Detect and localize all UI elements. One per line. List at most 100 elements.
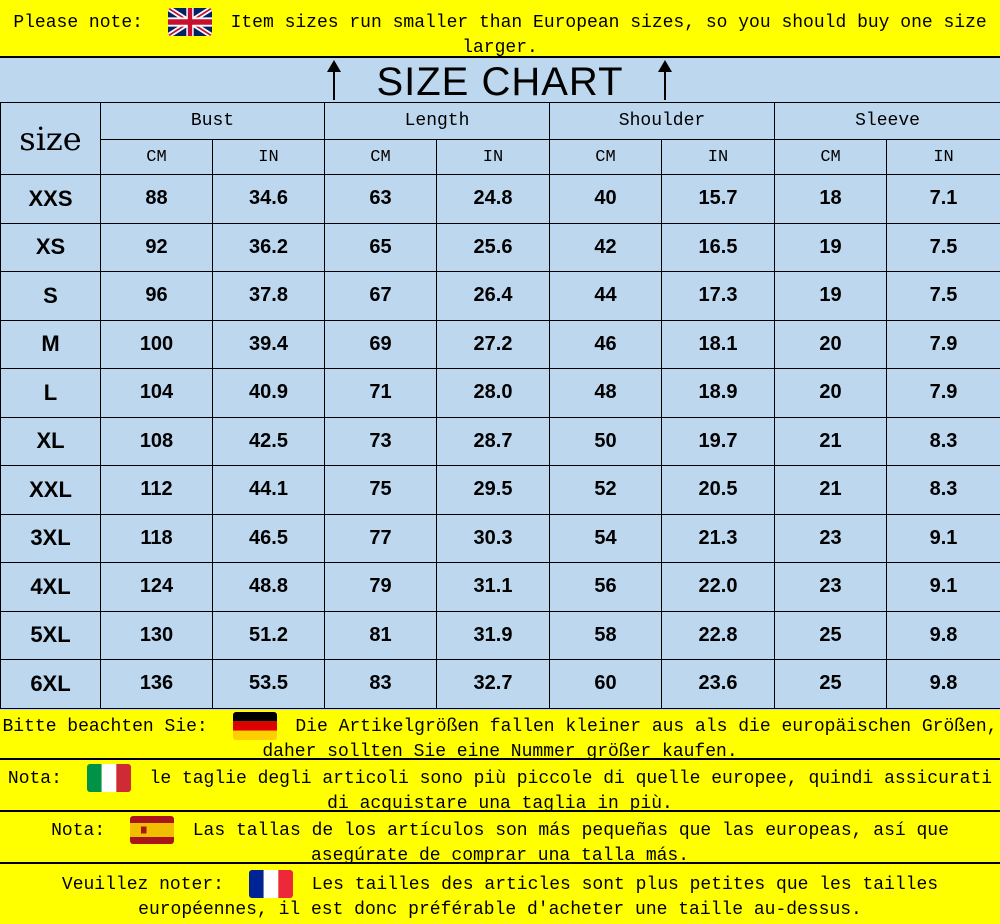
table-row: S 96 37.8 67 26.4 44 17.3 19 7.5: [0, 271, 1000, 321]
note-italian: Nota: le taglie degli articoli sono più …: [0, 760, 1000, 814]
measurement-cell: 56: [549, 562, 662, 612]
measurement-cell: 81: [324, 610, 437, 660]
measurement-cell: 46: [549, 319, 662, 369]
measurement-cell: 16.5: [660, 222, 776, 272]
table-row: XS 92 36.2 65 25.6 42 16.5 19 7.5: [0, 222, 1000, 272]
measurement-cell: 73: [324, 416, 437, 466]
measurement-cell: 75: [324, 465, 437, 515]
germany-flag-icon: [232, 712, 277, 740]
measurement-cell: 40: [549, 174, 662, 224]
measurement-cell: 22.8: [660, 610, 776, 660]
arrow-up-icon: [327, 60, 341, 100]
note-label: Please note:: [13, 12, 143, 33]
measurement-cell: 27.2: [436, 319, 550, 369]
note-label: Veuillez noter:: [61, 874, 224, 895]
size-label: XXS: [0, 174, 101, 224]
measurement-cell: 29.5: [436, 465, 550, 515]
measurement-cell: 67: [324, 271, 437, 321]
note-spanish: Nota: Las tallas de los artículos son má…: [0, 812, 1000, 866]
unit-header: IN: [436, 139, 550, 175]
measurement-cell: 44: [549, 271, 662, 321]
measurement-cell: 18: [774, 174, 888, 224]
measurement-cell: 42: [549, 222, 662, 272]
measurement-cell: 25: [774, 610, 888, 660]
measurement-cell: 20: [774, 368, 888, 418]
measurement-cell: 77: [324, 513, 437, 563]
size-label: 6XL: [0, 659, 101, 709]
size-label: XS: [0, 222, 101, 272]
measurement-cell: 34.6: [212, 174, 325, 224]
note-text: Die Artikelgrößen fallen kleiner aus als…: [262, 716, 998, 762]
measurement-cell: 23: [774, 513, 888, 563]
measurement-cell: 24.8: [436, 174, 550, 224]
size-label: M: [0, 319, 101, 369]
measurement-cell: 69: [324, 319, 437, 369]
measurement-cell: 52: [549, 465, 662, 515]
measurement-cell: 9.8: [886, 659, 1000, 709]
measurement-cell: 7.5: [886, 222, 1000, 272]
measurement-cell: 65: [324, 222, 437, 272]
measurement-cell: 50: [549, 416, 662, 466]
note-text: le taglie degli articoli sono più piccol…: [149, 768, 993, 814]
measurement-cell: 25: [774, 659, 888, 709]
group-header: Bust: [100, 102, 325, 140]
note-label: Nota:: [7, 768, 62, 789]
note-text: Las tallas de los artículos son más pequ…: [192, 820, 949, 866]
group-header: Sleeve: [774, 102, 1000, 140]
measurement-cell: 83: [324, 659, 437, 709]
measurement-cell: 19: [774, 271, 888, 321]
table-row: L 104 40.9 71 28.0 48 18.9 20 7.9: [0, 368, 1000, 418]
measurement-cell: 18.1: [660, 319, 776, 369]
measurement-cell: 9.1: [886, 562, 1000, 612]
uk-flag-icon: [167, 8, 212, 36]
measurement-cell: 108: [100, 416, 213, 466]
measurement-cell: 79: [324, 562, 437, 612]
measurement-cell: 21: [774, 465, 888, 515]
measurement-cell: 9.1: [886, 513, 1000, 563]
size-label: 3XL: [0, 513, 101, 563]
arrow-up-icon: [658, 60, 672, 100]
unit-header: IN: [660, 139, 776, 175]
size-label: 4XL: [0, 562, 101, 612]
measurement-cell: 32.7: [436, 659, 550, 709]
table-row: 6XL 136 53.5 83 32.7 60 23.6 25 9.8: [0, 659, 1000, 709]
measurement-cell: 42.5: [212, 416, 325, 466]
measurement-cell: 54: [549, 513, 662, 563]
group-header: Length: [324, 102, 550, 140]
measurement-cell: 28.0: [436, 368, 550, 418]
note-german: Bitte beachten Sie: Die Artikelgrößen fa…: [0, 710, 1000, 762]
measurement-cell: 18.9: [660, 368, 776, 418]
measurement-cell: 51.2: [212, 610, 325, 660]
note-text: Item sizes run smaller than European siz…: [230, 12, 987, 58]
measurement-cell: 100: [100, 319, 213, 369]
measurement-cell: 25.6: [436, 222, 550, 272]
measurement-cell: 15.7: [660, 174, 776, 224]
table-row: XL 108 42.5 73 28.7 50 19.7 21 8.3: [0, 416, 1000, 466]
measurement-cell: 21.3: [660, 513, 776, 563]
measurement-cell: 21: [774, 416, 888, 466]
size-label: S: [0, 271, 101, 321]
chart-title: SIZE CHART: [0, 58, 1000, 104]
france-flag-icon: [248, 870, 293, 898]
measurement-cell: 17.3: [660, 271, 776, 321]
measurement-cell: 104: [100, 368, 213, 418]
measurement-cell: 36.2: [212, 222, 325, 272]
unit-header: CM: [549, 139, 662, 175]
table-row: 3XL 118 46.5 77 30.3 54 21.3 23 9.1: [0, 513, 1000, 563]
table-row: XXL 112 44.1 75 29.5 52 20.5 21 8.3: [0, 465, 1000, 515]
size-label: 5XL: [0, 610, 101, 660]
note-label: Nota:: [51, 820, 106, 841]
measurement-cell: 46.5: [212, 513, 325, 563]
measurement-cell: 28.7: [436, 416, 550, 466]
table-row: XXS 88 34.6 63 24.8 40 15.7 18 7.1: [0, 174, 1000, 224]
note-french: Veuillez noter: Les tailles des articles…: [0, 864, 1000, 924]
measurement-cell: 130: [100, 610, 213, 660]
spain-flag-icon: [129, 816, 174, 844]
italy-flag-icon: [86, 764, 131, 792]
unit-header: CM: [100, 139, 213, 175]
measurement-cell: 20.5: [660, 465, 776, 515]
measurement-cell: 23.6: [660, 659, 776, 709]
table-row: M 100 39.4 69 27.2 46 18.1 20 7.9: [0, 319, 1000, 369]
measurement-cell: 88: [100, 174, 213, 224]
note-label: Bitte beachten Sie:: [2, 716, 208, 737]
